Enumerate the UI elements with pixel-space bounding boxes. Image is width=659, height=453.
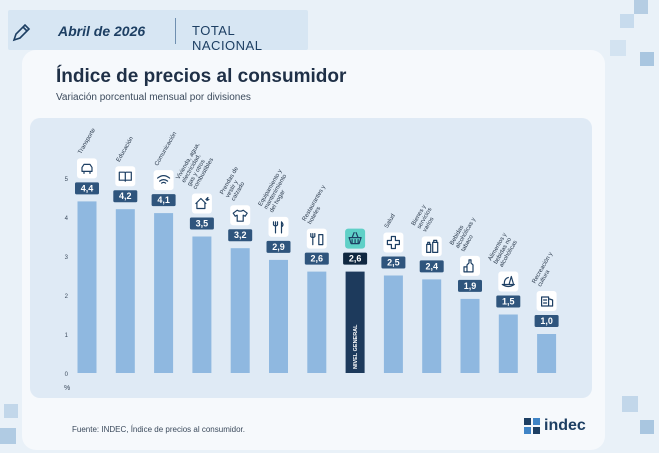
bar <box>537 334 557 373</box>
indec-logo-icon <box>524 418 540 434</box>
icon-tile <box>345 228 366 249</box>
category-label: Comunicación <box>154 131 178 167</box>
value-label: 2,6 <box>311 254 324 264</box>
category-label: Alimentos ybebidas noalcohólicas <box>488 232 520 268</box>
report-region: TOTAL NACIONAL <box>192 23 263 53</box>
value-label-box <box>189 217 214 230</box>
food-icon <box>501 275 515 288</box>
value-label: 4,2 <box>119 191 132 201</box>
bottles-icon <box>426 239 439 253</box>
pencil-icon <box>12 23 31 42</box>
bar <box>230 248 250 373</box>
indec-logo: indec <box>524 417 586 435</box>
value-label: 1,9 <box>464 281 477 291</box>
category-label: Restaurantes yhoteles <box>302 184 333 225</box>
value-label-box <box>151 194 176 207</box>
value-label: 2,6 <box>349 254 362 264</box>
y-tick-label: 5 <box>65 177 69 183</box>
icon-tile <box>306 228 327 249</box>
header-banner: Abril de 2026 TOTAL NACIONAL <box>8 10 308 53</box>
value-label: 3,5 <box>196 219 209 229</box>
value-label-box <box>534 315 559 327</box>
value-label: 3,2 <box>234 230 247 240</box>
category-label: NIVEL GENERAL <box>353 324 359 369</box>
icon-tile <box>191 193 212 214</box>
tools-icon <box>272 221 284 234</box>
icon-tile <box>498 271 519 292</box>
shirt-icon <box>232 209 248 222</box>
value-label: 4,4 <box>81 183 94 193</box>
y-tick-label: 3 <box>65 255 69 261</box>
bar <box>498 314 518 373</box>
category-label: Bienes yserviciosvarios <box>411 204 439 234</box>
y-tick-label: 4 <box>65 216 69 222</box>
value-label-box <box>419 260 444 273</box>
value-label: 1,5 <box>502 297 515 307</box>
book-icon <box>118 171 132 182</box>
value-label-box <box>381 256 406 269</box>
health-cross-icon <box>386 235 400 250</box>
category-label: Transporte <box>78 127 98 156</box>
icon-tile <box>536 291 557 311</box>
value-label-box <box>343 252 368 265</box>
report-date: Abril de 2026 <box>58 23 146 39</box>
source-note: Fuente: INDEC, Índice de precios al cons… <box>72 425 245 434</box>
chart-title: Índice de precios al consumidor <box>56 66 347 87</box>
bar <box>77 201 97 373</box>
value-label: 4,1 <box>157 195 170 205</box>
value-label: 2,4 <box>425 261 438 271</box>
value-label: 2,9 <box>272 242 285 252</box>
bar <box>307 271 327 373</box>
bar <box>422 279 442 373</box>
value-label: 2,5 <box>387 258 400 268</box>
icon-tile <box>230 205 251 226</box>
basket-icon <box>348 232 362 245</box>
category-label: Vivienda, agua,electricidad,gas y otrosc… <box>176 142 219 191</box>
bar <box>269 259 288 373</box>
chart-subtitle: Variación porcentual mensual por divisio… <box>56 92 251 103</box>
category-label: Educación <box>116 136 135 163</box>
value-label: 1,0 <box>540 316 553 326</box>
category-label: Equipamiento ymantenimientodel hogar <box>258 169 295 214</box>
icon-tile <box>421 236 442 257</box>
y-tick-label: 1 <box>65 333 69 339</box>
icon-tile <box>268 216 289 237</box>
house-icon <box>195 196 210 210</box>
y-axis-unit: % <box>64 385 70 392</box>
value-label-box <box>113 190 138 203</box>
value-label-box <box>266 240 291 253</box>
category-label: Bebidasalcohólicas ytabaco <box>449 214 483 253</box>
bar <box>192 236 212 373</box>
leisure-icon <box>541 296 554 307</box>
icon-tile <box>460 255 480 276</box>
wifi-icon <box>157 175 171 184</box>
icon-tile <box>383 232 404 253</box>
icon-tile <box>77 158 97 179</box>
bottle-icon <box>463 259 474 273</box>
bar <box>383 275 403 373</box>
y-tick-label: 0 <box>65 372 69 378</box>
category-label: Salud <box>384 213 397 229</box>
y-tick-label: 2 <box>65 294 69 300</box>
category-label: Recreación ycultura <box>532 251 560 288</box>
bar-highlight <box>345 271 365 373</box>
car-icon <box>81 163 93 174</box>
fork-knife-icon <box>310 233 324 246</box>
value-label-box <box>75 182 99 195</box>
bar <box>115 209 135 373</box>
value-label-box <box>458 279 482 292</box>
value-label-box <box>228 229 253 242</box>
value-label-box <box>496 295 521 308</box>
header-divider <box>175 18 176 44</box>
bar <box>154 213 174 373</box>
value-label-box <box>304 252 329 265</box>
bar <box>460 298 480 373</box>
indec-logo-text: indec <box>544 417 586 434</box>
category-label: Prendas devestir ycalzado <box>219 166 251 203</box>
